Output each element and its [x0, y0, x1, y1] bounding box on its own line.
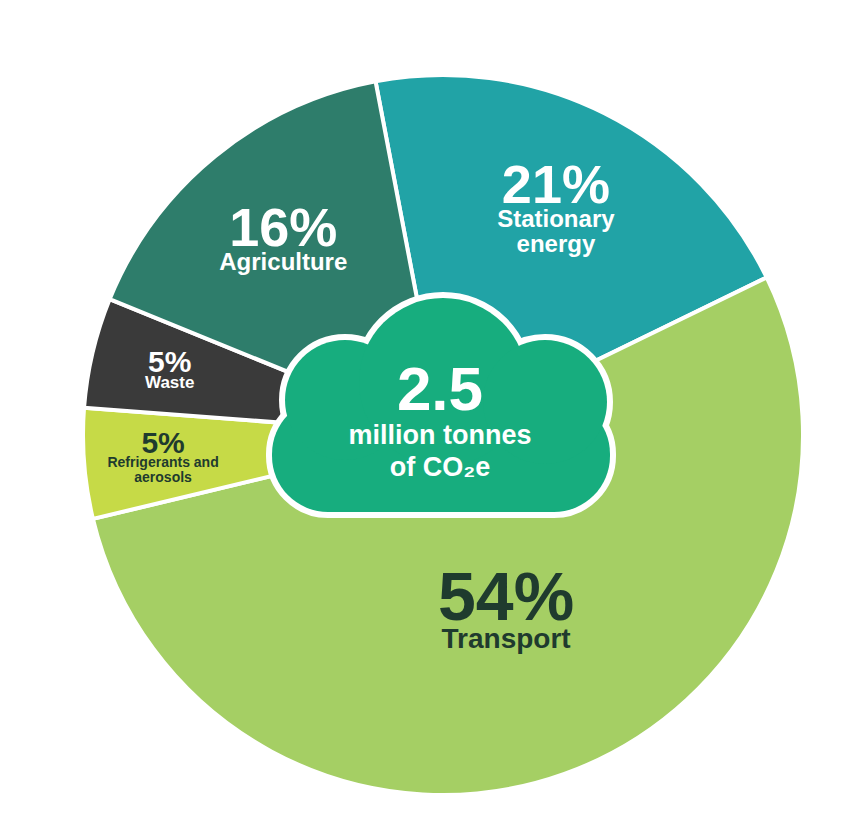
category-label-line: energy — [517, 230, 596, 257]
category-label-line: Transport — [442, 623, 571, 654]
chart-root: 21%Stationaryenergy54%Transport5%Refrige… — [0, 0, 855, 839]
category-label-line: Refrigerants and — [107, 454, 218, 470]
category-label: Transport — [442, 623, 571, 654]
center-cloud — [272, 298, 610, 512]
center-label: of CO₂e — [390, 452, 491, 482]
labels: 21%Stationaryenergy54%Transport5%Refrige… — [107, 154, 615, 654]
category-label-line: Waste — [145, 373, 194, 392]
category-label-line: Agriculture — [219, 248, 347, 275]
chart: 21%Stationaryenergy54%Transport5%Refrige… — [0, 0, 855, 839]
category-label: Refrigerants andaerosols — [107, 454, 218, 485]
category-label: Stationaryenergy — [497, 205, 615, 258]
category-label: Agriculture — [219, 248, 347, 275]
category-label-line: Stationary — [497, 205, 615, 232]
center-label: million tonnes — [348, 420, 531, 450]
slices — [83, 75, 803, 795]
center-value: 2.5 — [397, 354, 483, 423]
category-label: Waste — [145, 373, 194, 392]
category-label-line: aerosols — [134, 469, 192, 485]
